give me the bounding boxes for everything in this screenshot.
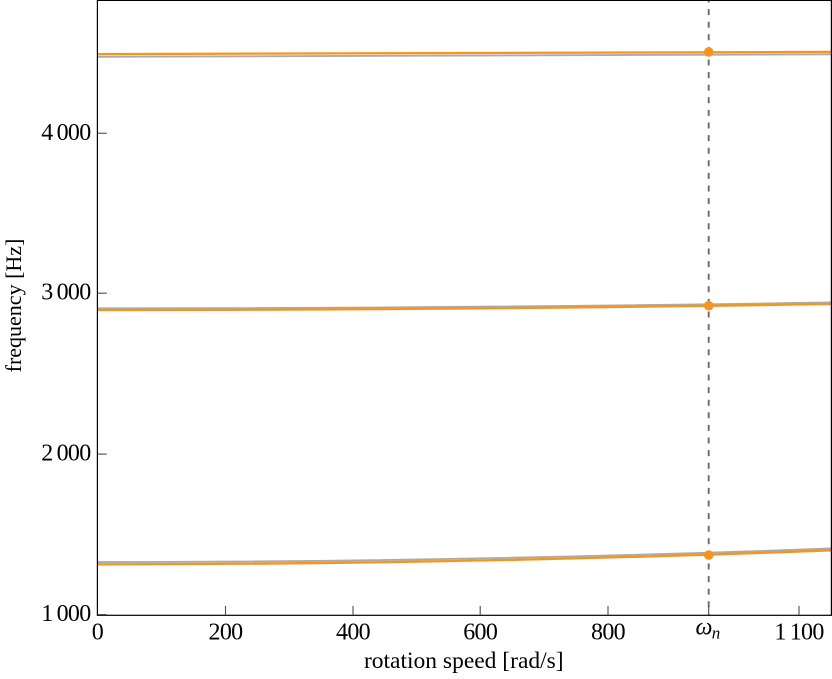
svg-text:1 000: 1 000 xyxy=(41,601,91,627)
svg-text:3 000: 3 000 xyxy=(41,280,91,306)
svg-text:1 100: 1 100 xyxy=(774,620,824,646)
svg-text:600: 600 xyxy=(463,620,498,646)
svg-text:400: 400 xyxy=(336,620,371,646)
svg-text:800: 800 xyxy=(591,620,626,646)
svg-text:4 000: 4 000 xyxy=(41,120,91,146)
svg-text:2 000: 2 000 xyxy=(41,441,91,467)
svg-text:200: 200 xyxy=(209,620,244,646)
svg-text:0: 0 xyxy=(92,620,104,646)
svg-text:frequency [Hz]: frequency [Hz] xyxy=(1,239,26,373)
svg-text:rotation speed [rad/s]: rotation speed [rad/s] xyxy=(364,648,564,674)
